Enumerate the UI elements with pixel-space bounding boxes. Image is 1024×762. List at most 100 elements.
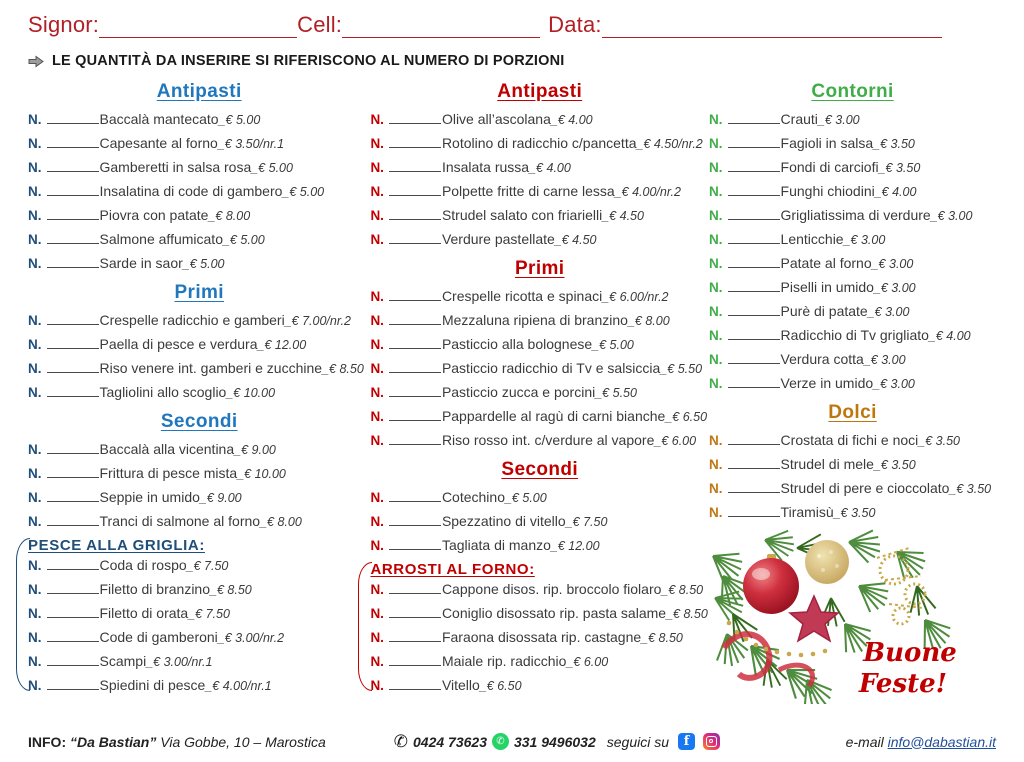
quantity-prefix: N. xyxy=(28,490,42,505)
quantity-fill-field[interactable] xyxy=(46,336,99,349)
dish-name: Mezzaluna ripiena di branzino xyxy=(441,312,628,328)
quantity-fill-field[interactable] xyxy=(46,605,99,618)
restaurant-name: “Da Bastian” xyxy=(70,733,157,750)
quantity-fill-field[interactable] xyxy=(388,408,441,421)
menu-column-3: Contorni N. Crauti_€ 3.00 N. Fagioli in sals… xyxy=(703,81,996,717)
quantity-prefix: N. xyxy=(370,538,384,553)
quantity-fill-field[interactable] xyxy=(727,480,780,493)
quantity-fill-field[interactable] xyxy=(46,159,99,172)
menu-item: N. Pasticcio radicchio di Tv e salsiccia_… xyxy=(370,360,709,377)
quantity-fill-field[interactable] xyxy=(46,207,99,220)
menu-item: N. Insalatina di code di gambero_€ 5.00 xyxy=(28,183,370,200)
quantity-fill-field[interactable] xyxy=(388,183,441,196)
quantity-fill-field[interactable] xyxy=(388,231,441,244)
quantity-fill-field[interactable] xyxy=(727,375,780,388)
phone-icon: ✆ xyxy=(393,731,409,751)
quantity-prefix: N. xyxy=(370,337,384,352)
quantity-fill-field[interactable] xyxy=(388,581,441,594)
menu-item: N. Salmone affumicato_€ 5.00 xyxy=(28,231,370,248)
quantity-fill-field[interactable] xyxy=(727,111,780,124)
quantity-prefix: N. xyxy=(370,313,384,328)
menu-item: N. Strudel di mele_€ 3.50 xyxy=(709,456,996,473)
facebook-icon[interactable]: f xyxy=(678,733,696,750)
quantity-fill-field[interactable] xyxy=(727,207,780,220)
quantity-fill-field[interactable] xyxy=(388,360,441,373)
menu-column-1: Antipasti N. Baccalà mantecato_€ 5.00 N. Cap… xyxy=(16,81,370,704)
quantity-fill-field[interactable] xyxy=(727,231,780,244)
dish-price: _€ 3.00 xyxy=(867,305,910,319)
quantity-fill-field[interactable] xyxy=(46,231,99,244)
quantity-fill-field[interactable] xyxy=(46,312,99,325)
quantity-fill-field[interactable] xyxy=(727,255,780,268)
quantity-fill-field[interactable] xyxy=(46,629,99,642)
section-title: Antipasti xyxy=(156,81,242,102)
quantity-fill-field[interactable] xyxy=(388,135,441,148)
quantity-fill-field[interactable] xyxy=(388,111,441,124)
quantity-fill-field[interactable] xyxy=(46,135,99,148)
quantity-fill-field[interactable] xyxy=(727,327,780,340)
quantity-fill-field[interactable] xyxy=(727,351,780,364)
quantity-prefix: N. xyxy=(709,160,723,175)
menu-item: N. Faraona disossata rip. castagne_€ 8.50 xyxy=(370,629,709,646)
quantity-fill-field[interactable] xyxy=(388,513,441,526)
quantity-fill-field[interactable] xyxy=(388,288,441,301)
quantity-fill-field[interactable] xyxy=(727,159,780,172)
quantity-fill-field[interactable] xyxy=(388,677,441,690)
quantity-fill-field[interactable] xyxy=(46,183,99,196)
section-bracket xyxy=(16,538,30,691)
quantity-fill-field[interactable] xyxy=(388,489,441,502)
quantity-fill-field[interactable] xyxy=(46,653,99,666)
quantity-fill-field[interactable] xyxy=(46,441,99,454)
quantity-fill-field[interactable] xyxy=(727,504,780,517)
data-fill-field[interactable] xyxy=(601,17,942,38)
dish-name: Piovra con patate xyxy=(99,207,209,223)
quantity-fill-field[interactable] xyxy=(46,255,99,268)
section-title: Secondi xyxy=(501,459,579,480)
quantity-fill-field[interactable] xyxy=(46,489,99,502)
dish-price: _€ 4.00 xyxy=(928,329,971,343)
quantity-fill-field[interactable] xyxy=(727,456,780,469)
dish-price: _€ 3.00 xyxy=(843,233,886,247)
quantity-fill-field[interactable] xyxy=(388,432,441,445)
menu-item: N. Baccalà alla vicentina_€ 9.00 xyxy=(28,441,370,458)
quantity-fill-field[interactable] xyxy=(388,537,441,550)
quantity-fill-field[interactable] xyxy=(727,303,780,316)
quantity-fill-field[interactable] xyxy=(46,581,99,594)
quantity-fill-field[interactable] xyxy=(727,432,780,445)
instagram-icon[interactable] xyxy=(703,733,721,750)
signor-fill-field[interactable] xyxy=(99,17,298,38)
dish-name: Coniglio disossato rip. pasta salame xyxy=(441,605,667,621)
quantity-fill-field[interactable] xyxy=(46,360,99,373)
quantity-fill-field[interactable] xyxy=(388,605,441,618)
quantity-fill-field[interactable] xyxy=(388,629,441,642)
quantity-fill-field[interactable] xyxy=(388,207,441,220)
quantity-fill-field[interactable] xyxy=(46,677,99,690)
dish-price: _€ 5.00 xyxy=(592,338,634,352)
quantity-fill-field[interactable] xyxy=(388,336,441,349)
quantity-prefix: N. xyxy=(28,184,42,199)
dish-price: _€ 4.50 xyxy=(602,209,644,223)
cell-fill-field[interactable] xyxy=(342,17,541,38)
quantity-fill-field[interactable] xyxy=(46,557,99,570)
quantity-fill-field[interactable] xyxy=(46,465,99,478)
quantity-fill-field[interactable] xyxy=(388,384,441,397)
quantity-prefix: N. xyxy=(28,678,42,693)
dish-price: _€ 6.00 xyxy=(654,434,697,448)
menu-column-2: Antipasti N. Olive all’ascolana_€ 4.00 N. Ro… xyxy=(358,81,709,704)
quantity-fill-field[interactable] xyxy=(727,279,780,292)
quantity-fill-field[interactable] xyxy=(727,183,780,196)
menu-item: N. Capesante al forno_€ 3.50/nr.1 xyxy=(28,135,370,152)
menu-item: N. Code di gamberoni_€ 3.00/nr.2 xyxy=(28,629,370,646)
quantity-fill-field[interactable] xyxy=(727,135,780,148)
section-title: Primi xyxy=(514,258,565,279)
quantity-fill-field[interactable] xyxy=(46,384,99,397)
quantity-fill-field[interactable] xyxy=(388,159,441,172)
quantity-prefix: N. xyxy=(370,136,384,151)
quantity-fill-field[interactable] xyxy=(388,312,441,325)
quantity-fill-field[interactable] xyxy=(46,513,99,526)
menu-item: N. Cappone disos. rip. broccolo fiolaro_€… xyxy=(370,581,709,598)
email-link[interactable]: info@dabastian.it xyxy=(887,733,996,750)
quantity-fill-field[interactable] xyxy=(388,653,441,666)
quantity-fill-field[interactable] xyxy=(46,111,99,124)
dish-price: _€ 5.00 xyxy=(282,185,325,199)
